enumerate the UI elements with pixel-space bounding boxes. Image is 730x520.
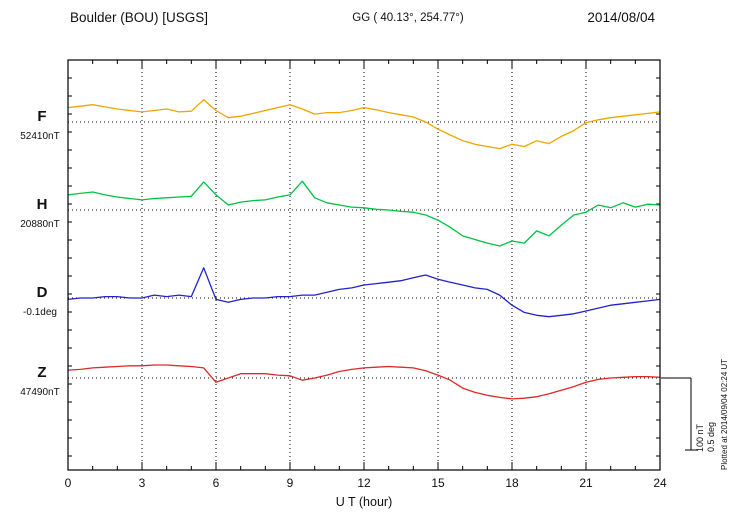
x-tick-label: 3: [139, 476, 146, 490]
tick-layer: [67, 60, 661, 470]
trace-Z: [67, 364, 661, 400]
station-title: Boulder (BOU) [USGS]: [70, 10, 208, 25]
scale-label-nT: 100 nT: [695, 423, 705, 452]
baseline-value-F: 52410nT: [20, 131, 59, 142]
x-tick-label: 18: [505, 476, 519, 490]
grid-layer: [68, 60, 660, 470]
plot-date: 2014/08/04: [587, 10, 655, 25]
channel-label-H: H: [37, 196, 48, 213]
baseline-value-H: 20880nT: [20, 219, 59, 230]
channel-label-Z: Z: [37, 364, 46, 381]
geographic-coordinates: GG ( 40.13°, 254.77°): [352, 12, 464, 24]
plot-border: [67, 59, 661, 471]
x-tick-label: 15: [431, 476, 445, 490]
x-axis-label: U T (hour): [336, 495, 393, 509]
scale-bar: 100 nT 0.5 deg: [661, 377, 716, 452]
plotted-at-note: Plotted at 2014/09/04 02:24 UT: [720, 359, 729, 470]
x-tick-label: 24: [653, 476, 667, 490]
channel-label-F: F: [37, 108, 46, 125]
channel-label-D: D: [37, 284, 48, 301]
trace-D: [67, 267, 661, 318]
x-tick-label: 9: [287, 476, 294, 490]
trace-F: [67, 99, 661, 150]
x-tick-label: 21: [579, 476, 593, 490]
trace-layer: [67, 99, 661, 400]
trace-H: [67, 180, 661, 247]
baseline-value-Z: 47490nT: [20, 387, 59, 398]
x-tick-label: 6: [213, 476, 220, 490]
x-axis-tick-labels: 0 3 6 9 12 15 18 21 24: [65, 476, 667, 490]
x-tick-label: 12: [357, 476, 371, 490]
scale-label-deg: 0.5 deg: [706, 422, 716, 452]
x-tick-label: 0: [65, 476, 72, 490]
baseline-value-D: -0.1deg: [23, 307, 57, 318]
